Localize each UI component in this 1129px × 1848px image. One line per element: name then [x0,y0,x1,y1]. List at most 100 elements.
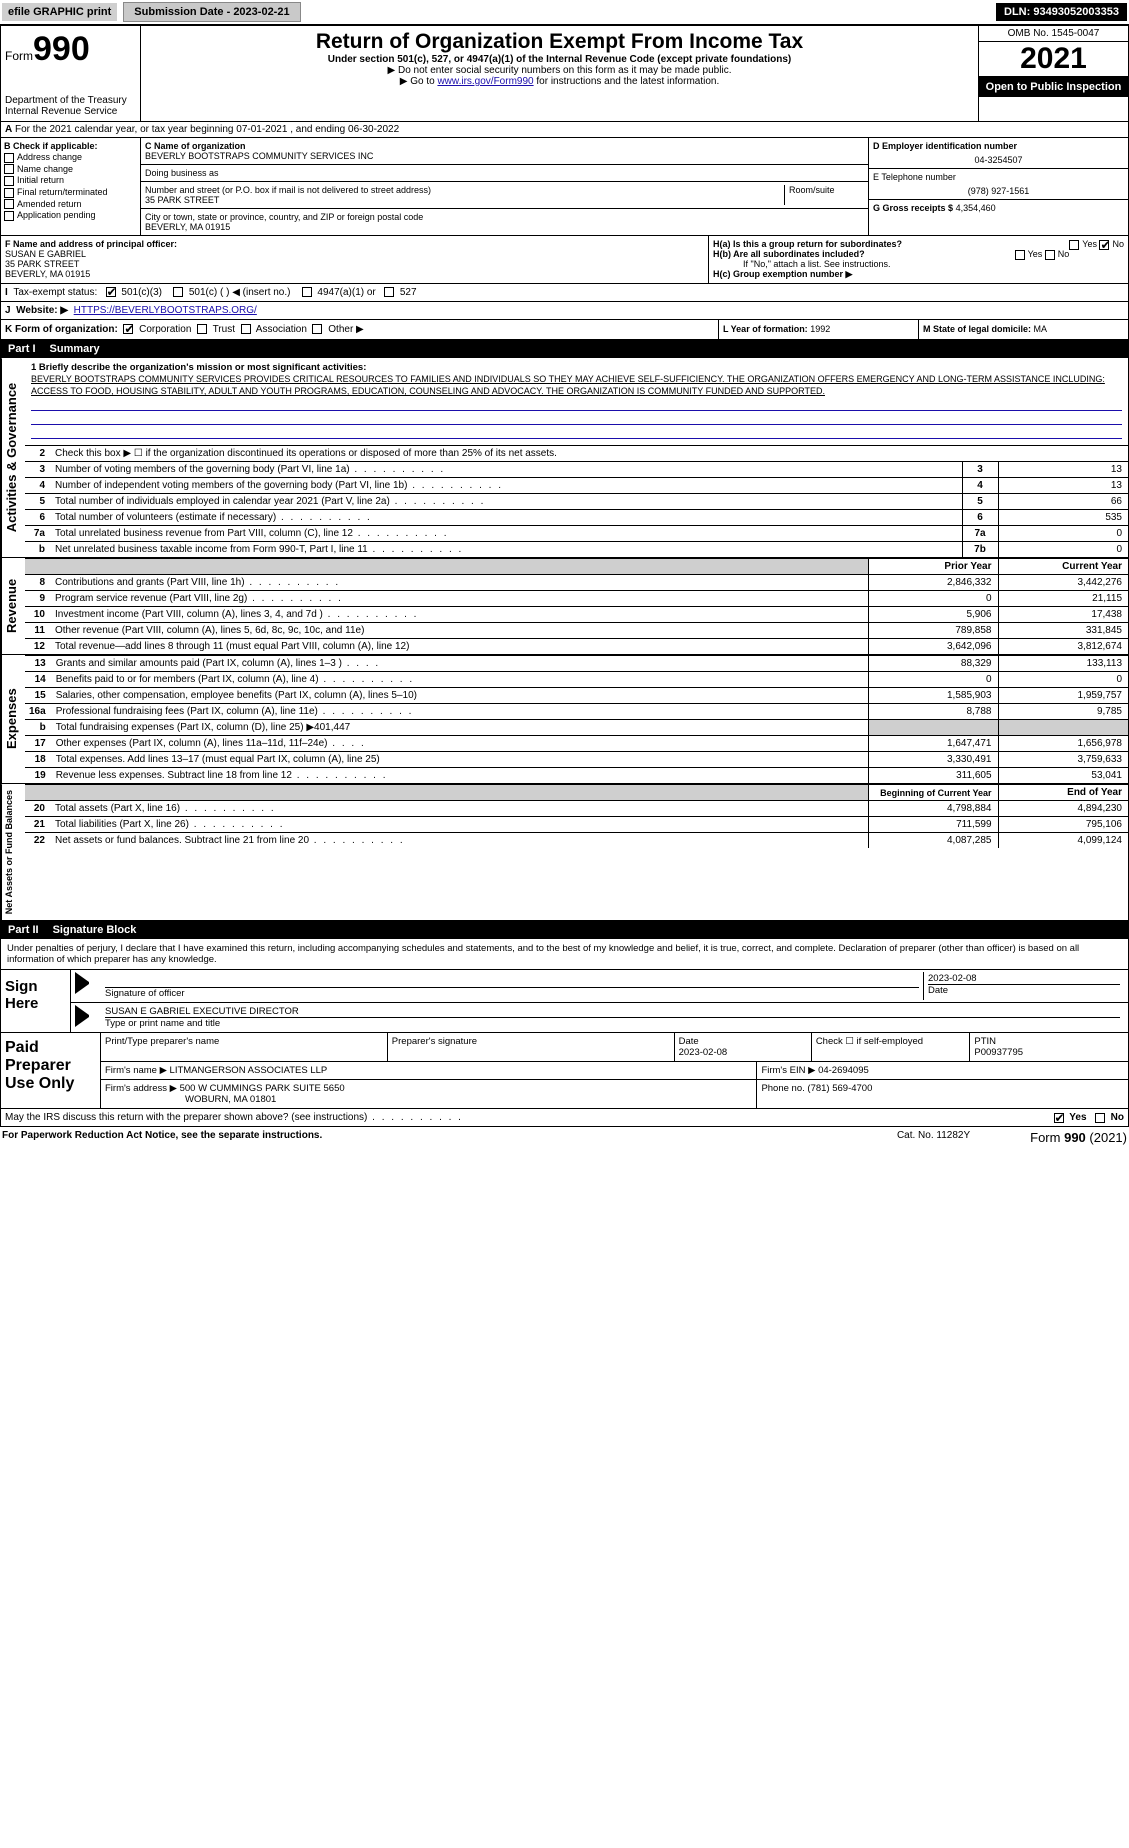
vtab-governance: Activities & Governance [1,358,25,557]
sig-officer-label: Signature of officer [105,987,919,999]
cb-association[interactable] [241,324,251,334]
form-title: Return of Organization Exempt From Incom… [147,30,972,54]
c-name-label: C Name of organization [145,141,864,151]
firm-name-label: Firm's name ▶ [105,1065,167,1076]
table-row: Beginning of Current YearEnd of Year [25,785,1128,801]
may-discuss-question: May the IRS discuss this return with the… [5,1112,463,1123]
cb-name-change[interactable]: Name change [4,164,137,175]
paid-preparer-block: Paid Preparer Use Only Print/Type prepar… [0,1033,1129,1109]
cb-other[interactable] [312,324,322,334]
cb-501c3[interactable] [106,287,116,297]
ha-no-cb[interactable] [1099,240,1109,250]
blank-line [31,427,1122,439]
form-footer-label: Form 990 (2021) [1030,1130,1127,1145]
blank-line [31,399,1122,411]
preparer-date-value: 2023-02-08 [679,1047,807,1058]
preparer-name-label: Print/Type preparer's name [105,1036,383,1047]
goto-note: ▶ Go to www.irs.gov/Form990 for instruct… [147,76,972,87]
e-label: E Telephone number [873,172,1124,182]
form-title-block: Return of Organization Exempt From Incom… [141,26,978,121]
irs-label: Internal Revenue Service [5,106,136,117]
tax-year: 2021 [979,42,1128,77]
cb-final-return[interactable]: Final return/terminated [4,187,137,198]
open-public-badge: Open to Public Inspection [979,77,1128,97]
officer-name: SUSAN E GABRIEL [5,249,704,259]
table-row: 17Other expenses (Part IX, column (A), l… [25,736,1128,752]
hb-no-cb[interactable] [1045,250,1055,260]
dba-label: Doing business as [145,168,864,178]
sig-date-value: 2023-02-08 [928,973,1120,984]
table-row: 10Investment income (Part VIII, column (… [25,607,1128,623]
efile-topbar: efile GRAPHIC print Submission Date - 20… [0,0,1129,25]
table-row: Prior YearCurrent Year [25,559,1128,575]
table-row: 18Total expenses. Add lines 13–17 (must … [25,752,1128,768]
table-row: 15Salaries, other compensation, employee… [25,688,1128,704]
form-subtitle: Under section 501(c), 527, or 4947(a)(1)… [147,54,972,65]
city-label: City or town, state or province, country… [145,212,864,222]
table-row: bTotal fundraising expenses (Part IX, co… [25,720,1128,736]
section-b: B Check if applicable: Address change Na… [1,138,141,235]
d-label: D Employer identification number [873,141,1124,151]
k-label: K Form of organization: [5,324,118,335]
section-l: L Year of formation: 1992 [718,320,918,339]
website-link[interactable]: HTTPS://BEVERLYBOOTSTRAPS.ORG/ [74,305,257,316]
table-row: 14Benefits paid to or for members (Part … [25,672,1128,688]
part2-num: Part II [8,924,39,936]
cb-trust[interactable] [197,324,207,334]
hb-yes-cb[interactable] [1015,250,1025,260]
cb-corporation[interactable] [123,324,133,334]
officer-city: BEVERLY, MA 01915 [5,269,704,279]
section-f: F Name and address of principal officer:… [1,236,708,283]
table-row: 5Total number of individuals employed in… [25,494,1128,510]
pra-notice: For Paperwork Reduction Act Notice, see … [2,1130,322,1145]
ssn-note: ▶ Do not enter social security numbers o… [147,65,972,76]
table-row: 6Total number of volunteers (estimate if… [25,510,1128,526]
section-deg: D Employer identification number 04-3254… [868,138,1128,235]
mission-block: 1 Briefly describe the organization's mi… [25,358,1128,445]
firm-phone-value: (781) 569-4700 [807,1083,872,1094]
table-row: 9Program service revenue (Part VIII, lin… [25,591,1128,607]
cb-address-change[interactable]: Address change [4,152,137,163]
netassets-table: Beginning of Current YearEnd of Year 20T… [25,784,1128,848]
submission-date-button[interactable]: Submission Date - 2023-02-21 [123,2,300,22]
vtab-netassets: Net Assets or Fund Balances [1,784,25,920]
city-value: BEVERLY, MA 01915 [145,222,864,232]
arrow-icon [75,972,97,994]
firm-ein-label: Firm's EIN ▶ [761,1065,815,1076]
may-yes-cb[interactable] [1054,1113,1064,1123]
preparer-date-label: Date [679,1036,807,1047]
blank-line [31,413,1122,425]
ha-label: H(a) Is this a group return for subordin… [713,239,902,249]
cb-initial-return[interactable]: Initial return [4,175,137,186]
part1-num: Part I [8,343,36,355]
self-employed-check[interactable]: Check ☐ if self-employed [812,1033,971,1061]
ha-yes-cb[interactable] [1069,240,1079,250]
cb-527[interactable] [384,287,394,297]
section-c: C Name of organization BEVERLY BOOTSTRAP… [141,138,868,235]
cb-amended-return[interactable]: Amended return [4,199,137,210]
efile-label: efile GRAPHIC print [2,3,117,21]
ein-value: 04-3254507 [873,155,1124,165]
name-title-label: Type or print name and title [105,1017,1120,1029]
cb-application-pending[interactable]: Application pending [4,210,137,221]
l-label: L Year of formation: [723,324,808,334]
table-row: 7aTotal unrelated business revenue from … [25,526,1128,542]
state-domicile: MA [1034,324,1048,334]
omb-number: OMB No. 1545-0047 [979,26,1128,42]
form-word: Form [5,49,33,63]
section-fh: F Name and address of principal officer:… [0,236,1129,284]
f-label: F Name and address of principal officer: [5,239,704,249]
cb-501c[interactable] [173,287,183,297]
dln-label: DLN: 93493052003353 [996,3,1127,21]
may-no-cb[interactable] [1095,1113,1105,1123]
street-label: Number and street (or P.O. box if mail i… [145,185,784,195]
revenue-block: Revenue Prior YearCurrent Year 8Contribu… [0,558,1129,655]
mission-text: BEVERLY BOOTSTRAPS COMMUNITY SERVICES PR… [31,373,1122,397]
section-m: M State of legal domicile: MA [918,320,1128,339]
section-bcdeg: B Check if applicable: Address change Na… [0,138,1129,236]
org-name: BEVERLY BOOTSTRAPS COMMUNITY SERVICES IN… [145,151,864,161]
irs-link[interactable]: www.irs.gov/Form990 [437,76,533,87]
expenses-block: Expenses 13Grants and similar amounts pa… [0,655,1129,784]
firm-ein-value: 04-2694095 [818,1065,869,1076]
cb-4947[interactable] [302,287,312,297]
